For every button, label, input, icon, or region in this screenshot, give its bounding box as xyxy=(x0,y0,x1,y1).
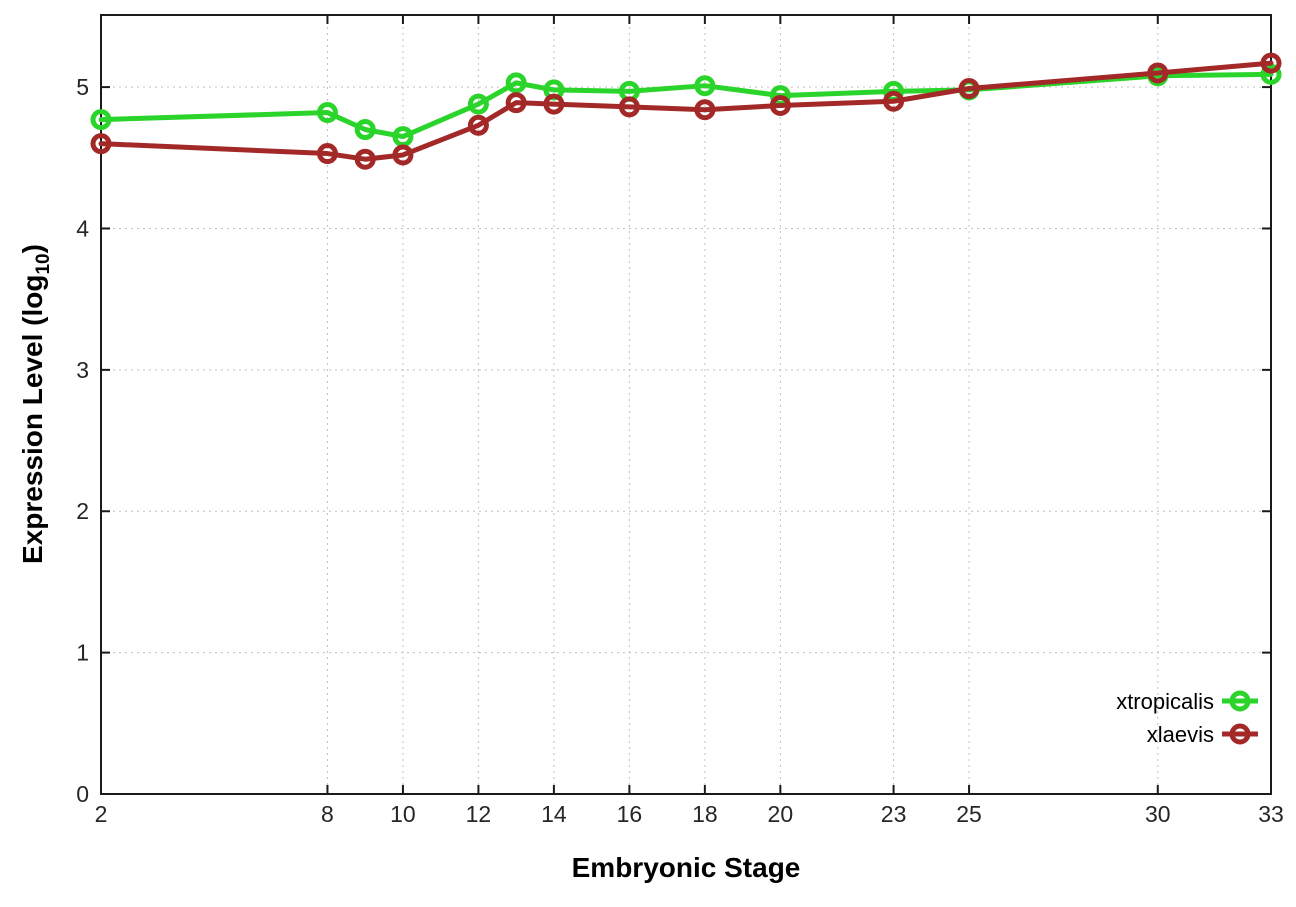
x-tick-label: 10 xyxy=(390,801,416,827)
x-tick-label: 8 xyxy=(321,801,334,827)
data-point-xtropicalis xyxy=(467,93,489,115)
plot-border xyxy=(100,14,1272,795)
y-axis-label-suffix: ) xyxy=(17,244,49,254)
x-tick-label: 16 xyxy=(617,801,643,827)
y-tick-label: 5 xyxy=(76,74,89,100)
legend-sample-marker-xtropicalis xyxy=(1229,690,1251,712)
data-point-xlaevis xyxy=(769,94,791,116)
x-tick-label: 30 xyxy=(1145,801,1171,827)
x-tick-label: 18 xyxy=(692,801,718,827)
legend-label-xlaevis: xlaevis xyxy=(1147,722,1214,747)
y-tick-label: 1 xyxy=(76,640,89,666)
y-tick-label: 2 xyxy=(76,498,89,524)
data-point-xlaevis xyxy=(1260,52,1282,74)
data-point-xtropicalis xyxy=(90,109,112,131)
x-tick-label: 14 xyxy=(541,801,567,827)
data-point-xtropicalis xyxy=(694,75,716,97)
y-axis-label-text: Expression Level (log xyxy=(17,274,49,564)
x-tick-label: 23 xyxy=(881,801,907,827)
y-tick-label: 3 xyxy=(76,357,89,383)
data-point-xlaevis xyxy=(505,92,527,114)
data-point-xtropicalis xyxy=(354,119,376,141)
data-point-xlaevis xyxy=(618,96,640,118)
data-point-xlaevis xyxy=(958,78,980,100)
data-point-xtropicalis xyxy=(505,72,527,94)
y-axis-label-subscript: 10 xyxy=(32,253,54,275)
data-point-xlaevis xyxy=(1147,62,1169,84)
data-point-xlaevis xyxy=(90,133,112,155)
legend-label-xtropicalis: xtropicalis xyxy=(1116,689,1214,714)
x-tick-label: 12 xyxy=(466,801,492,827)
series-line-xlaevis xyxy=(98,60,1274,162)
y-axis-label: Expression Level (log10) xyxy=(17,244,55,564)
data-point-xlaevis xyxy=(883,90,905,112)
x-tick-label: 2 xyxy=(95,801,108,827)
legend-sample-marker-xlaevis xyxy=(1229,723,1251,745)
x-tick-label: 25 xyxy=(956,801,982,827)
x-tick-label: 33 xyxy=(1258,801,1284,827)
data-point-xtropicalis xyxy=(1260,63,1282,85)
data-point-xlaevis xyxy=(467,114,489,136)
data-point-xlaevis xyxy=(543,93,565,115)
data-point-xlaevis xyxy=(392,144,414,166)
data-point-xlaevis xyxy=(354,148,376,170)
data-point-xlaevis xyxy=(316,143,338,165)
series-line-xtropicalis xyxy=(98,71,1274,140)
y-tick-label: 0 xyxy=(76,781,89,807)
x-axis-label: Embryonic Stage xyxy=(571,852,801,883)
data-point-xlaevis xyxy=(694,99,716,121)
data-point-xtropicalis xyxy=(316,102,338,124)
x-tick-label: 20 xyxy=(768,801,794,827)
y-tick-label: 4 xyxy=(76,215,89,241)
